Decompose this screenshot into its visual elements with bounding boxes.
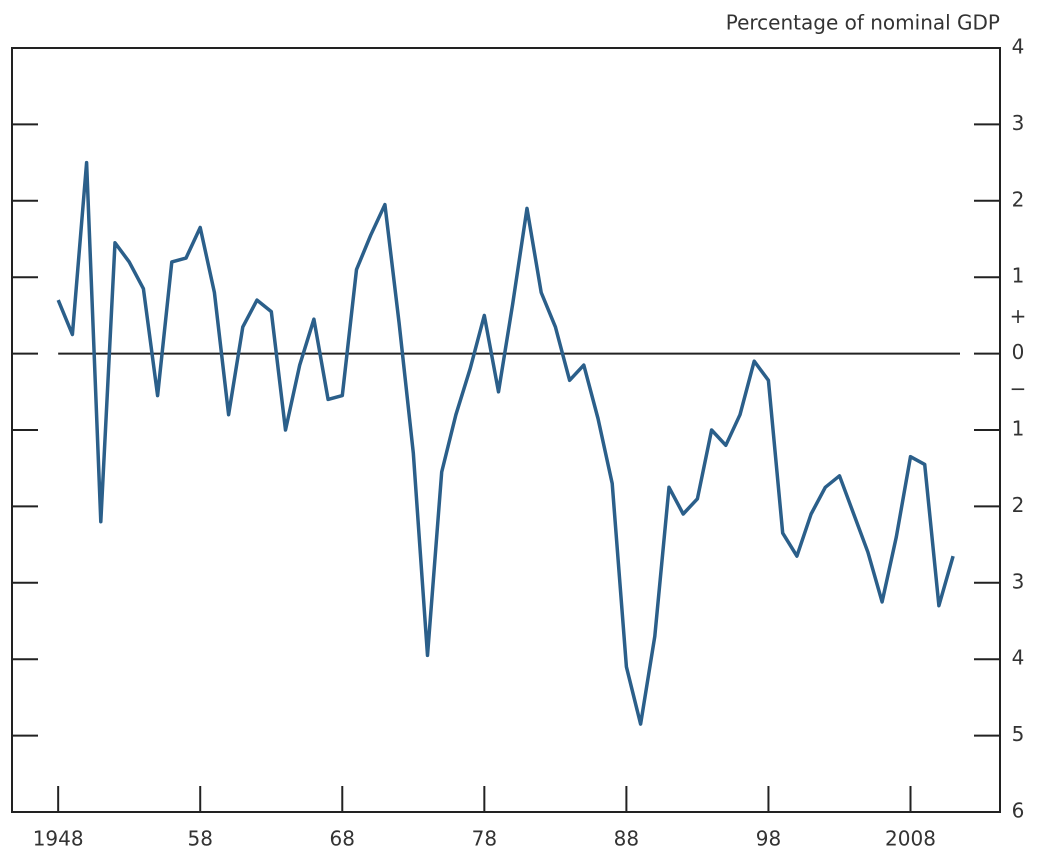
x-tick-label: 68 (330, 827, 355, 851)
x-tick-label: 88 (614, 827, 639, 851)
data-line (56, 160, 955, 726)
x-tick-label: 98 (756, 827, 781, 851)
sign-label: + (1010, 304, 1027, 328)
y-tick-label: 3 (1012, 569, 1025, 593)
axis-label: Percentage of nominal GDP (726, 11, 1000, 35)
x-tick-label: 2008 (885, 827, 936, 851)
y-tick-label: 3 (1012, 111, 1025, 135)
y-tick-label: 4 (1012, 646, 1025, 670)
y-tick-label: 2 (1012, 493, 1025, 517)
y-tick-label: 4 (1012, 35, 1025, 59)
y-tick-label: 2 (1012, 187, 1025, 211)
y-tick-label: 5 (1012, 722, 1025, 746)
y-tick-label: 6 (1012, 799, 1025, 823)
x-tick-label: 78 (472, 827, 497, 851)
sign-label: − (1010, 376, 1027, 400)
plot-frame (11, 47, 1001, 813)
y-tick-label: 0 (1012, 340, 1025, 364)
x-tick-label: 1948 (33, 827, 84, 851)
x-tick-label: 58 (187, 827, 212, 851)
y-tick-label: 1 (1012, 417, 1025, 441)
y-tick-label: 1 (1012, 264, 1025, 288)
